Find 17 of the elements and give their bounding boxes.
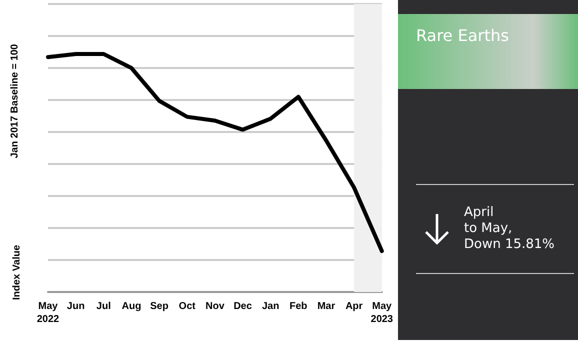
x-tick-label: Jul [96,301,112,312]
text: Rare Earths [398,14,578,89]
x-tick-label: Nov [205,301,225,312]
x-tick-label: Oct [178,301,196,312]
x-tick-label: Apr [345,301,363,312]
x-tick-label: Jun [66,301,85,312]
y-axis-title: Jan 2017 Baseline = 100 [10,44,20,158]
x-tick-label: May 2022 [36,301,60,325]
text: April to May, Down 15.81% [464,205,555,253]
x-tick-label: Aug [122,301,142,312]
x-tick-label: Dec [234,301,252,312]
x-tick-label: Mar [317,301,336,312]
x-tick-label: Feb [290,301,308,312]
x-tick-label: Jan [262,301,280,312]
x-tick-label: Sep [150,301,168,312]
text: Index Value [12,244,22,300]
x-tick-label: May 2023 [370,301,394,325]
